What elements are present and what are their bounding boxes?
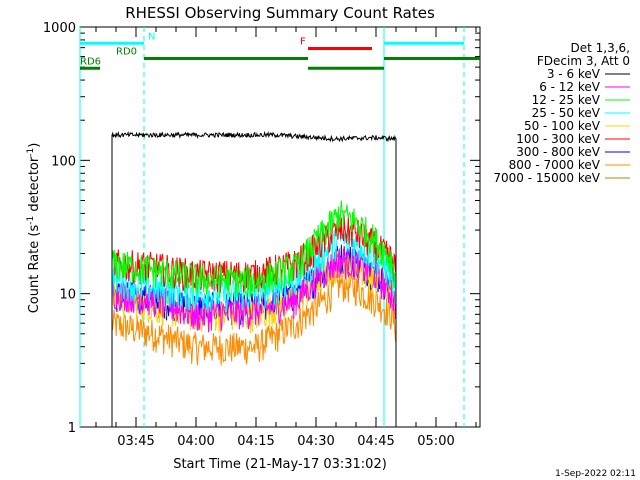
state-bar-label: N: [148, 31, 155, 42]
series-line: [111, 200, 396, 299]
x-tick-label: 04:15: [237, 434, 274, 449]
state-bar-label: RD0: [116, 47, 137, 58]
legend-entry-label: 7000 - 15000 keV: [493, 171, 600, 185]
legend-entry-label: 3 - 6 keV: [547, 67, 601, 81]
legend-header: FDecim 3, Att 0: [537, 54, 630, 68]
state-bar-label: RD6: [80, 56, 101, 67]
x-tick-label: 04:30: [297, 434, 334, 449]
x-tick-label: 04:00: [177, 434, 214, 449]
x-tick-label: 05:00: [417, 434, 454, 449]
footer-date: 1-Sep-2022 02:11: [555, 469, 636, 479]
y-axis-label-sup2: -1: [26, 148, 36, 157]
y-tick-label: 10: [59, 288, 76, 303]
y-tick-label: 1: [68, 421, 76, 436]
x-tick-label: 04:45: [357, 434, 394, 449]
legend-entry-label: 25 - 50 keV: [532, 106, 601, 120]
y-tick-label: 100: [51, 154, 76, 169]
series-line: [111, 248, 396, 333]
y-axis-label: Count Rate (s-1 detector-1): [26, 143, 42, 314]
y-axis-label-main: Count Rate (s: [27, 225, 42, 314]
y-axis-label-sup1: -1: [26, 216, 36, 225]
plot-area: 1 10 100 1000 03:45 04:00 04:15 04:30 04:45 05:00…: [43, 21, 481, 449]
legend-entry-label: 6 - 12 keV: [539, 80, 601, 94]
legend-entry-label: 50 - 100 keV: [524, 119, 601, 133]
legend-entry-label: 12 - 25 keV: [532, 93, 601, 107]
legend-entry-label: 800 - 7000 keV: [509, 158, 601, 172]
legend-entry-label: 100 - 300 keV: [516, 132, 600, 146]
y-tick-label: 1000: [43, 21, 76, 36]
chart-title: RHESSI Observing Summary Count Rates: [125, 4, 435, 22]
state-bar-label: F: [300, 36, 306, 47]
legend-entry-label: 300 - 800 keV: [516, 145, 600, 159]
legend-header: Det 1,3,6,: [571, 41, 631, 55]
x-axis-label: Start Time (21-May-17 03:31:02): [173, 457, 387, 472]
y-axis-label-end: ): [27, 143, 42, 148]
series-line: [111, 130, 397, 427]
plot-frame: [79, 26, 481, 428]
y-axis-label-mid: detector: [27, 156, 42, 216]
x-tick-label: 03:45: [117, 434, 154, 449]
